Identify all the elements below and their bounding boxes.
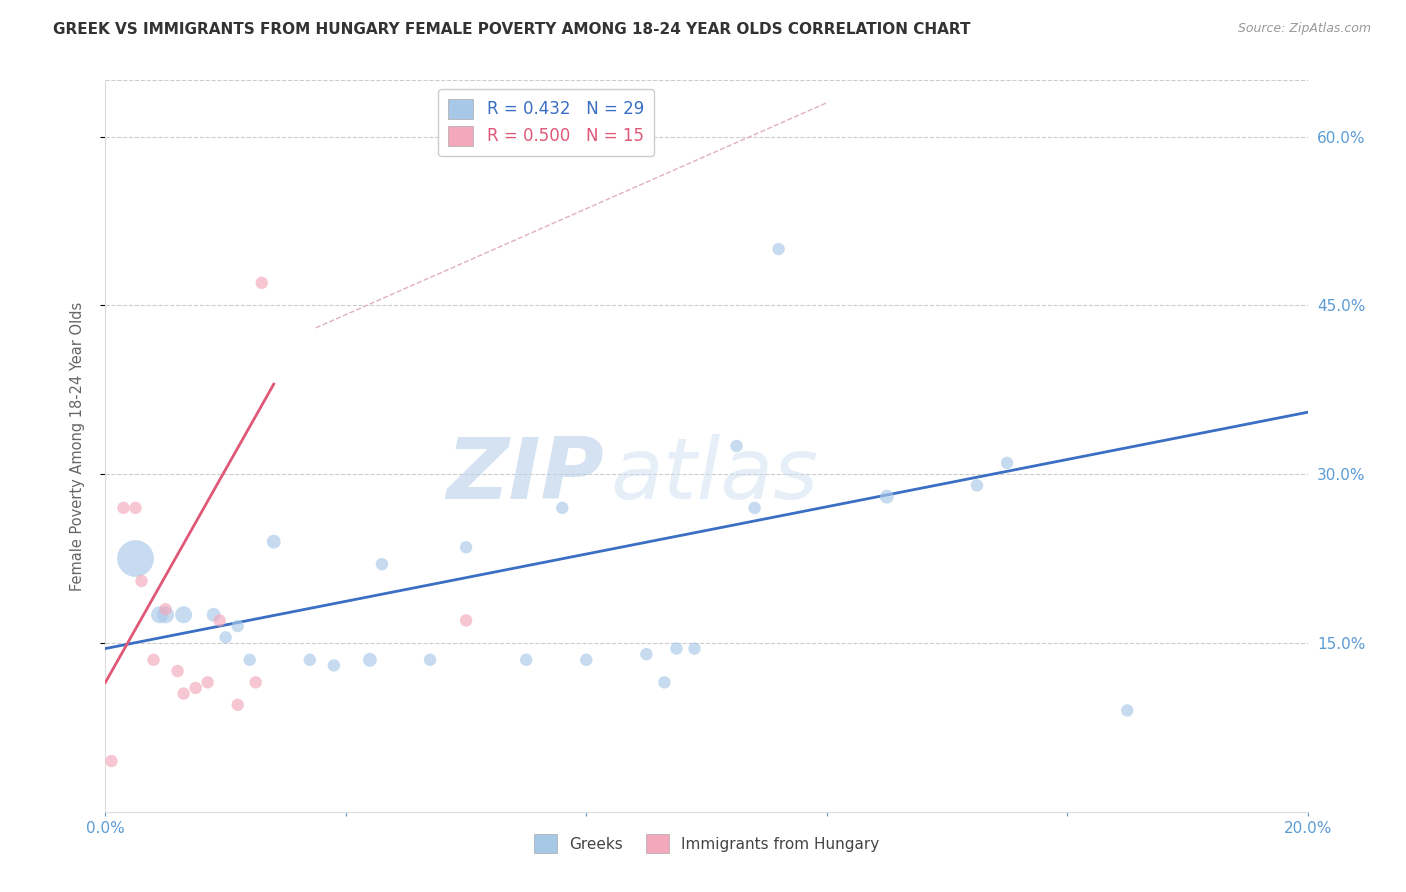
Point: [359, 653, 381, 667]
Point: [636, 647, 658, 661]
Point: [966, 478, 988, 492]
Point: [575, 653, 598, 667]
Point: [515, 653, 537, 667]
Text: ZIP: ZIP: [447, 434, 605, 516]
Y-axis label: Female Poverty Among 18-24 Year Olds: Female Poverty Among 18-24 Year Olds: [70, 301, 84, 591]
Text: atlas: atlas: [610, 434, 818, 516]
Point: [124, 500, 146, 515]
Point: [263, 534, 285, 549]
Point: [419, 653, 441, 667]
Point: [1116, 703, 1139, 717]
Point: [155, 602, 177, 616]
Point: [454, 541, 477, 555]
Point: [725, 439, 748, 453]
Point: [202, 607, 225, 622]
Point: [226, 698, 249, 712]
Point: [155, 607, 177, 622]
Point: [131, 574, 153, 588]
Point: [744, 500, 766, 515]
Point: [142, 653, 165, 667]
Point: [454, 614, 477, 628]
Point: [250, 276, 273, 290]
Point: [239, 653, 262, 667]
Point: [184, 681, 207, 695]
Point: [197, 675, 219, 690]
Point: [214, 630, 236, 644]
Point: [166, 664, 188, 678]
Point: [654, 675, 676, 690]
Point: [665, 641, 688, 656]
Point: [173, 687, 195, 701]
Point: [245, 675, 267, 690]
Point: [876, 490, 898, 504]
Point: [298, 653, 321, 667]
Point: [148, 607, 170, 622]
Point: [322, 658, 344, 673]
Point: [112, 500, 135, 515]
Point: [683, 641, 706, 656]
Point: [208, 614, 231, 628]
Point: [551, 500, 574, 515]
Point: [173, 607, 195, 622]
Point: [124, 551, 146, 566]
Legend: Greeks, Immigrants from Hungary: Greeks, Immigrants from Hungary: [527, 828, 886, 859]
Point: [226, 619, 249, 633]
Point: [100, 754, 122, 768]
Point: [995, 456, 1018, 470]
Text: Source: ZipAtlas.com: Source: ZipAtlas.com: [1237, 22, 1371, 36]
Point: [768, 242, 790, 256]
Point: [371, 557, 394, 571]
Text: GREEK VS IMMIGRANTS FROM HUNGARY FEMALE POVERTY AMONG 18-24 YEAR OLDS CORRELATIO: GREEK VS IMMIGRANTS FROM HUNGARY FEMALE …: [53, 22, 972, 37]
